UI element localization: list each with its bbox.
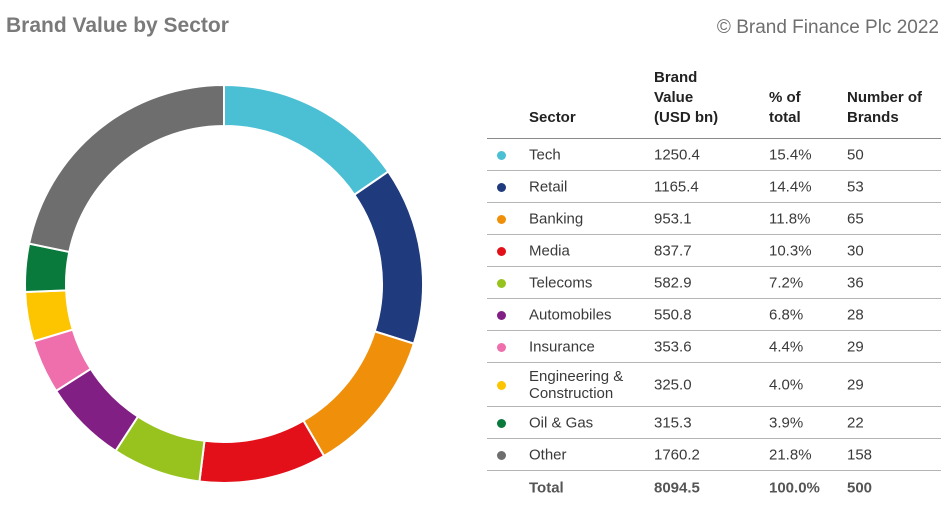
percent-total: 11.8% bbox=[769, 210, 811, 227]
total-percent: 100.0% bbox=[769, 479, 820, 496]
sector-table: Sector Brand Value (USD bn) % of total N… bbox=[487, 68, 941, 504]
legend-dot-icon bbox=[497, 278, 506, 288]
total-label: Total bbox=[529, 479, 564, 496]
sector-name: Retail bbox=[529, 178, 568, 195]
legend-dot-icon bbox=[497, 342, 506, 352]
brand-value: 550.8 bbox=[654, 306, 692, 323]
donut-slice-banking bbox=[302, 330, 416, 458]
table-row: Media 837.7 10.3% 30 bbox=[487, 235, 941, 267]
brand-value: 1760.2 bbox=[654, 446, 700, 463]
percent-total: 6.8% bbox=[769, 306, 804, 323]
sector-name: Engineering & Construction bbox=[529, 367, 624, 402]
brand-value: 353.6 bbox=[654, 338, 692, 355]
brand-count: 158 bbox=[847, 446, 873, 463]
header-brand-value: Brand Value (USD bn) bbox=[654, 69, 719, 126]
sector-name: Automobiles bbox=[529, 306, 612, 323]
legend-dot-icon bbox=[497, 450, 506, 460]
brand-count: 36 bbox=[847, 274, 864, 291]
brand-value: 837.7 bbox=[654, 242, 692, 259]
brand-count: 29 bbox=[847, 376, 864, 393]
sector-name: Tech bbox=[529, 146, 561, 163]
table-row: Engineering & Construction 325.0 4.0% 29 bbox=[487, 363, 941, 407]
brand-count: 30 bbox=[847, 242, 864, 259]
table-row: Banking 953.1 11.8% 65 bbox=[487, 203, 941, 235]
header-percent-total: % of total bbox=[769, 89, 801, 126]
percent-total: 4.4% bbox=[769, 338, 804, 355]
header-sector: Sector bbox=[529, 109, 576, 126]
brand-count: 53 bbox=[847, 178, 864, 195]
brand-value: 1165.4 bbox=[654, 178, 699, 195]
percent-total: 21.8% bbox=[769, 446, 812, 463]
donut-slice-media bbox=[198, 419, 326, 484]
sector-name: Insurance bbox=[529, 338, 595, 355]
brand-count: 28 bbox=[847, 306, 864, 323]
donut-slice-tech bbox=[223, 84, 390, 197]
header-number-of-brands: Number of Brands bbox=[847, 89, 922, 126]
brand-value: 953.1 bbox=[654, 210, 692, 227]
sector-name: Media bbox=[529, 242, 570, 259]
brand-value: 1250.4 bbox=[654, 146, 700, 163]
legend-dot-icon bbox=[497, 150, 506, 160]
sector-name: Other bbox=[529, 446, 567, 463]
total-brand-count: 500 bbox=[847, 479, 873, 496]
donut-slice-other bbox=[27, 84, 225, 254]
percent-total: 7.2% bbox=[769, 274, 804, 291]
brand-value: 582.9 bbox=[654, 274, 692, 291]
table-row: Automobiles 550.8 6.8% 28 bbox=[487, 299, 941, 331]
legend-dot-icon bbox=[497, 182, 506, 192]
donut-slice-retail bbox=[352, 170, 424, 345]
sector-name: Telecoms bbox=[529, 274, 593, 291]
copyright-notice: © Brand Finance Plc 2022 bbox=[716, 17, 939, 38]
donut-chart bbox=[24, 84, 424, 484]
legend-dot-icon bbox=[497, 310, 506, 320]
percent-total: 10.3% bbox=[769, 242, 812, 259]
percent-total: 15.4% bbox=[769, 146, 812, 163]
table-row: Oil & Gas 315.3 3.9% 22 bbox=[487, 407, 941, 439]
table-row: Telecoms 582.9 7.2% 36 bbox=[487, 267, 941, 299]
table-row: Insurance 353.6 4.4% 29 bbox=[487, 331, 941, 363]
legend-dot-icon bbox=[497, 214, 506, 224]
percent-total: 4.0% bbox=[769, 376, 804, 393]
legend-dot-icon bbox=[497, 380, 506, 390]
table-row: Retail 1165.4 14.4% 53 bbox=[487, 171, 941, 203]
table-total-row: Total 8094.5 100.0% 500 bbox=[487, 471, 941, 504]
brand-count: 29 bbox=[847, 338, 864, 355]
brand-count: 22 bbox=[847, 414, 864, 431]
total-brand-value: 8094.5 bbox=[654, 479, 700, 496]
legend-dot-icon bbox=[497, 418, 506, 428]
brand-count: 50 bbox=[847, 146, 864, 163]
table-row: Other 1760.2 21.8% 158 bbox=[487, 439, 941, 471]
percent-total: 14.4% bbox=[769, 178, 812, 195]
table-header: Sector Brand Value (USD bn) % of total N… bbox=[487, 68, 941, 139]
legend-dot-icon bbox=[497, 246, 506, 256]
table-row: Tech 1250.4 15.4% 50 bbox=[487, 139, 941, 171]
sector-name: Banking bbox=[529, 210, 584, 227]
percent-total: 3.9% bbox=[769, 414, 804, 431]
chart-title: Brand Value by Sector bbox=[6, 14, 229, 37]
brand-value: 325.0 bbox=[654, 376, 692, 393]
brand-value: 315.3 bbox=[654, 414, 692, 431]
sector-name: Oil & Gas bbox=[529, 414, 594, 431]
brand-count: 65 bbox=[847, 210, 864, 227]
